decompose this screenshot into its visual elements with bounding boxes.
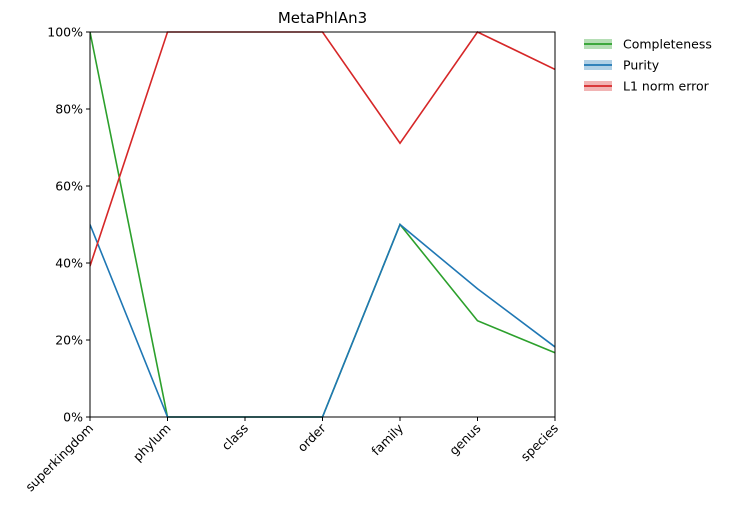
plot-frame <box>89 31 556 418</box>
x-axis: superkingdom phylum class order family genus s… <box>22 417 561 494</box>
y-tick-label: 20% <box>55 333 83 348</box>
legend-label-l1-norm-error: L1 norm error <box>623 79 710 94</box>
y-tick-label: 40% <box>55 256 83 271</box>
x-tick-label: phylum <box>130 421 174 465</box>
series-line-completeness <box>90 31 555 418</box>
series-line-l1-norm-error <box>90 31 555 267</box>
x-tick-label: order <box>294 420 329 455</box>
y-tick-label: 60% <box>55 179 83 194</box>
legend-label-completeness: Completeness <box>623 37 712 52</box>
x-tick-label: species <box>518 421 562 465</box>
series-line-purity <box>90 223 555 418</box>
y-tick-label: 0% <box>63 410 83 425</box>
series-layer <box>90 31 555 418</box>
x-tick-label: genus <box>446 421 483 458</box>
legend: Completeness Purity L1 norm error <box>584 37 712 94</box>
legend-label-purity: Purity <box>623 58 660 73</box>
chart-title: MetaPhlAn3 <box>278 9 367 27</box>
y-tick-label: 80% <box>55 102 83 117</box>
x-tick-label: class <box>219 421 252 454</box>
y-tick-label: 100% <box>47 25 83 40</box>
x-tick-label: superkingdom <box>22 421 96 495</box>
y-axis: 0% 20% 40% 60% 80% 100% <box>47 25 90 425</box>
x-tick-label: family <box>368 420 406 458</box>
